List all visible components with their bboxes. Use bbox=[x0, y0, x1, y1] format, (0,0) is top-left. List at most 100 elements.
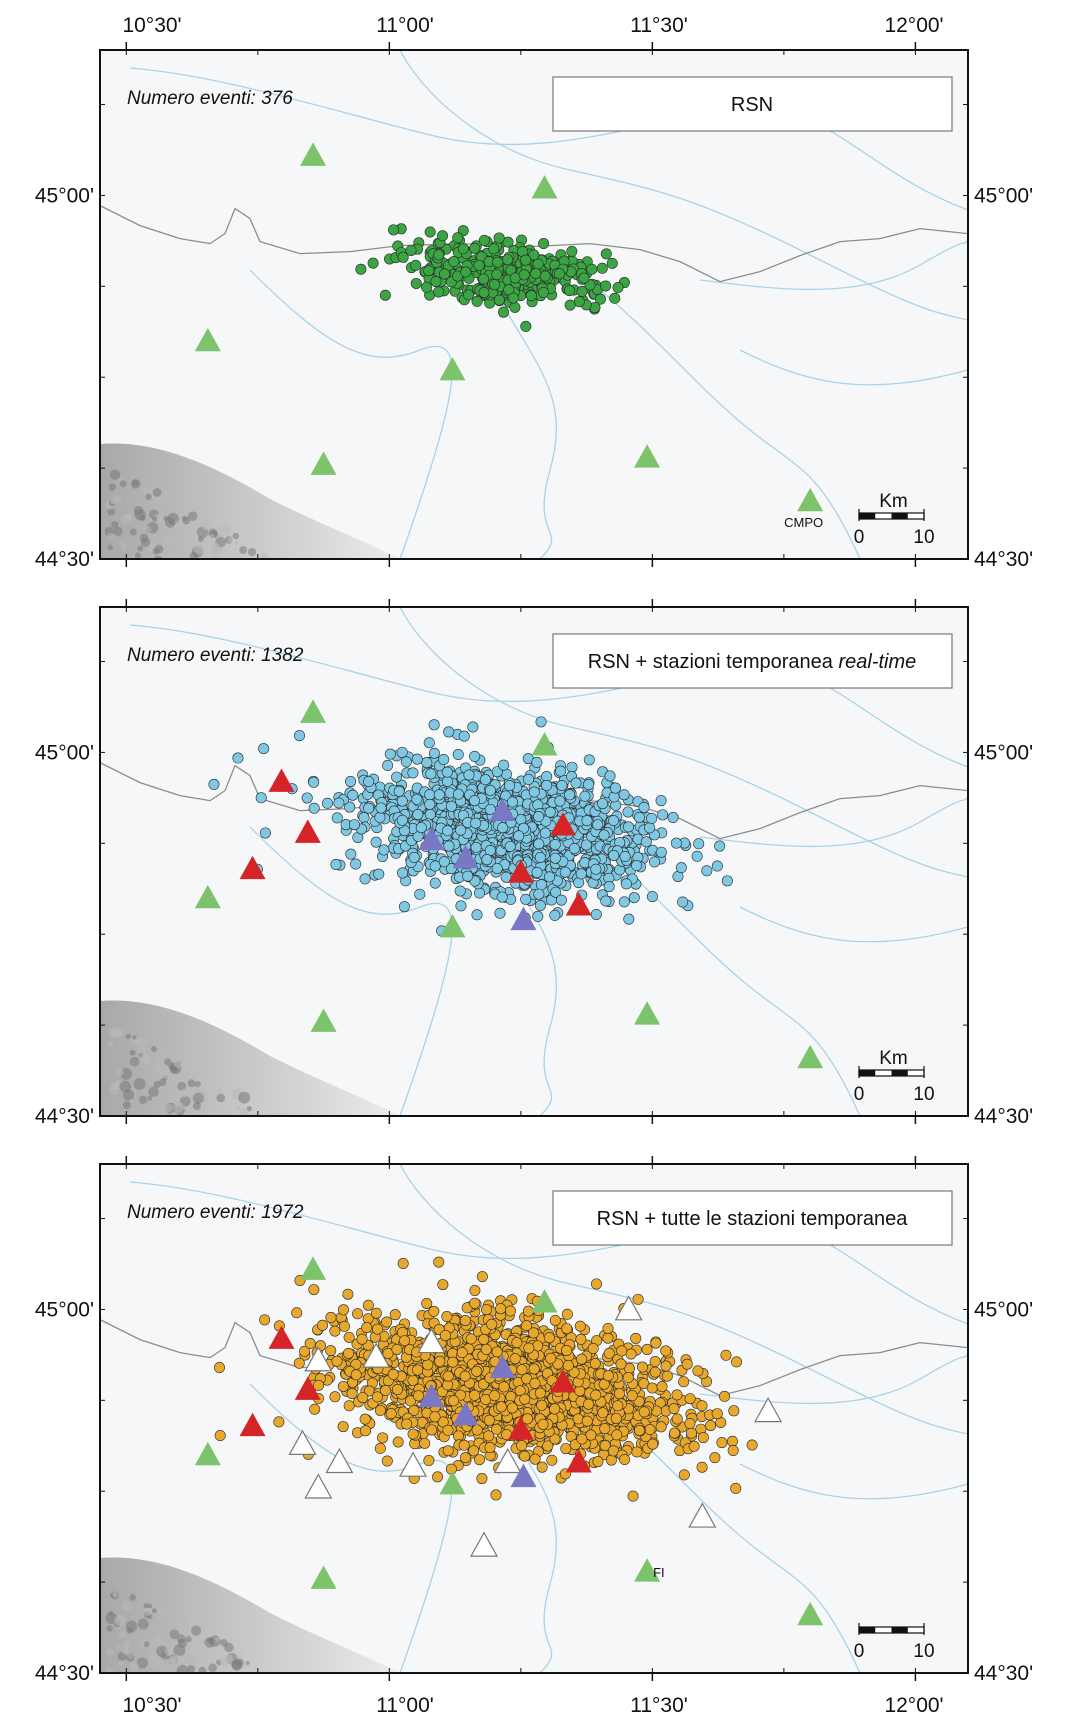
event-point bbox=[576, 1433, 588, 1445]
event-point bbox=[623, 913, 635, 925]
event-point bbox=[429, 860, 441, 872]
event-point bbox=[498, 1381, 510, 1393]
event-point bbox=[441, 766, 453, 778]
event-point bbox=[442, 1370, 454, 1382]
event-point bbox=[575, 868, 587, 880]
event-point bbox=[371, 1323, 383, 1335]
relief-texture bbox=[189, 552, 198, 559]
rsn-station-icon bbox=[634, 1558, 661, 1582]
event-point bbox=[370, 836, 382, 848]
event-point bbox=[337, 1421, 349, 1433]
panel-title-text: RSN + stazioni temporanea bbox=[588, 651, 839, 673]
relief-texture bbox=[122, 1601, 132, 1612]
event-point bbox=[352, 1308, 364, 1320]
relief-texture bbox=[169, 1629, 180, 1640]
event-point bbox=[594, 293, 606, 305]
event-point bbox=[693, 838, 705, 850]
event-point bbox=[660, 1360, 672, 1372]
event-point bbox=[325, 1345, 337, 1357]
event-point bbox=[536, 1461, 548, 1473]
event-point bbox=[259, 1314, 271, 1326]
event-point bbox=[452, 748, 464, 760]
event-point bbox=[331, 1355, 343, 1367]
event-point bbox=[600, 895, 612, 907]
event-point bbox=[531, 866, 543, 878]
top-longitude-labels: 10°30' 11°00' 11°30' 12°00' bbox=[122, 14, 943, 37]
events-count-label: Numero eventi: 1382 bbox=[127, 645, 304, 666]
event-point bbox=[379, 289, 391, 301]
event-point bbox=[618, 896, 630, 908]
event-point bbox=[439, 268, 451, 280]
event-point bbox=[448, 1395, 460, 1407]
event-point bbox=[407, 767, 419, 779]
event-point bbox=[496, 891, 508, 903]
relief-texture bbox=[129, 1661, 140, 1672]
event-point bbox=[491, 1346, 503, 1358]
event-point bbox=[528, 786, 540, 798]
event-point bbox=[434, 1355, 446, 1367]
event-point bbox=[541, 779, 553, 791]
event-point bbox=[559, 866, 571, 878]
event-point bbox=[397, 867, 409, 879]
event-point bbox=[381, 1455, 393, 1467]
stations bbox=[194, 142, 824, 512]
event-point bbox=[561, 1308, 573, 1320]
event-point bbox=[433, 789, 445, 801]
event-point bbox=[612, 282, 624, 294]
relief-texture bbox=[141, 486, 150, 495]
bottom-longitude-labels: 10°30' 11°00' 11°30' 12°00' bbox=[122, 1694, 943, 1717]
relief-texture bbox=[215, 1636, 220, 1642]
event-point bbox=[424, 226, 436, 238]
event-point bbox=[684, 1418, 696, 1430]
relief-texture bbox=[126, 1627, 134, 1634]
event-point bbox=[421, 1297, 433, 1309]
event-point bbox=[709, 1452, 721, 1464]
event-point bbox=[608, 849, 620, 861]
event-point bbox=[583, 1398, 595, 1410]
event-point bbox=[344, 801, 356, 813]
event-point bbox=[437, 230, 449, 242]
relief-texture bbox=[138, 1095, 148, 1104]
event-point bbox=[533, 888, 545, 900]
panel-title-text: RSN bbox=[731, 94, 773, 116]
relief-texture bbox=[129, 1056, 140, 1067]
relief-texture bbox=[177, 1081, 187, 1091]
lat-label-right: 44°30' bbox=[974, 548, 1033, 571]
offline-temporary-station-icon bbox=[304, 1346, 333, 1372]
event-point bbox=[574, 1320, 586, 1332]
event-point bbox=[644, 822, 656, 834]
event-point bbox=[476, 1271, 488, 1283]
offline-temporary-station-icon bbox=[288, 1429, 317, 1455]
event-point bbox=[574, 1385, 586, 1397]
relief-texture bbox=[137, 1618, 149, 1630]
event-point bbox=[625, 1348, 637, 1360]
event-point bbox=[428, 719, 440, 731]
event-point bbox=[604, 770, 616, 782]
event-point bbox=[536, 1399, 548, 1411]
event-point bbox=[410, 259, 422, 271]
event-point bbox=[696, 1461, 708, 1473]
relief-texture bbox=[155, 497, 163, 505]
event-point bbox=[387, 1368, 399, 1380]
relief-texture bbox=[238, 1091, 251, 1104]
event-point bbox=[497, 822, 509, 834]
event-point bbox=[731, 1356, 743, 1368]
relief-texture bbox=[217, 525, 224, 532]
relief-texture bbox=[232, 532, 240, 540]
river bbox=[699, 796, 968, 848]
event-point bbox=[520, 893, 532, 905]
event-point bbox=[445, 800, 457, 812]
event-point bbox=[382, 759, 394, 771]
event-point bbox=[746, 1439, 758, 1451]
relief-texture bbox=[137, 1046, 147, 1056]
event-point bbox=[632, 1293, 644, 1305]
event-point bbox=[333, 797, 345, 809]
event-point bbox=[589, 1358, 601, 1370]
event-point bbox=[585, 1429, 597, 1441]
relief-texture bbox=[132, 1035, 137, 1040]
event-point bbox=[728, 1405, 740, 1417]
event-point bbox=[622, 1372, 634, 1384]
relief-texture bbox=[219, 1657, 230, 1667]
event-point bbox=[452, 788, 464, 800]
event-point bbox=[701, 865, 713, 877]
